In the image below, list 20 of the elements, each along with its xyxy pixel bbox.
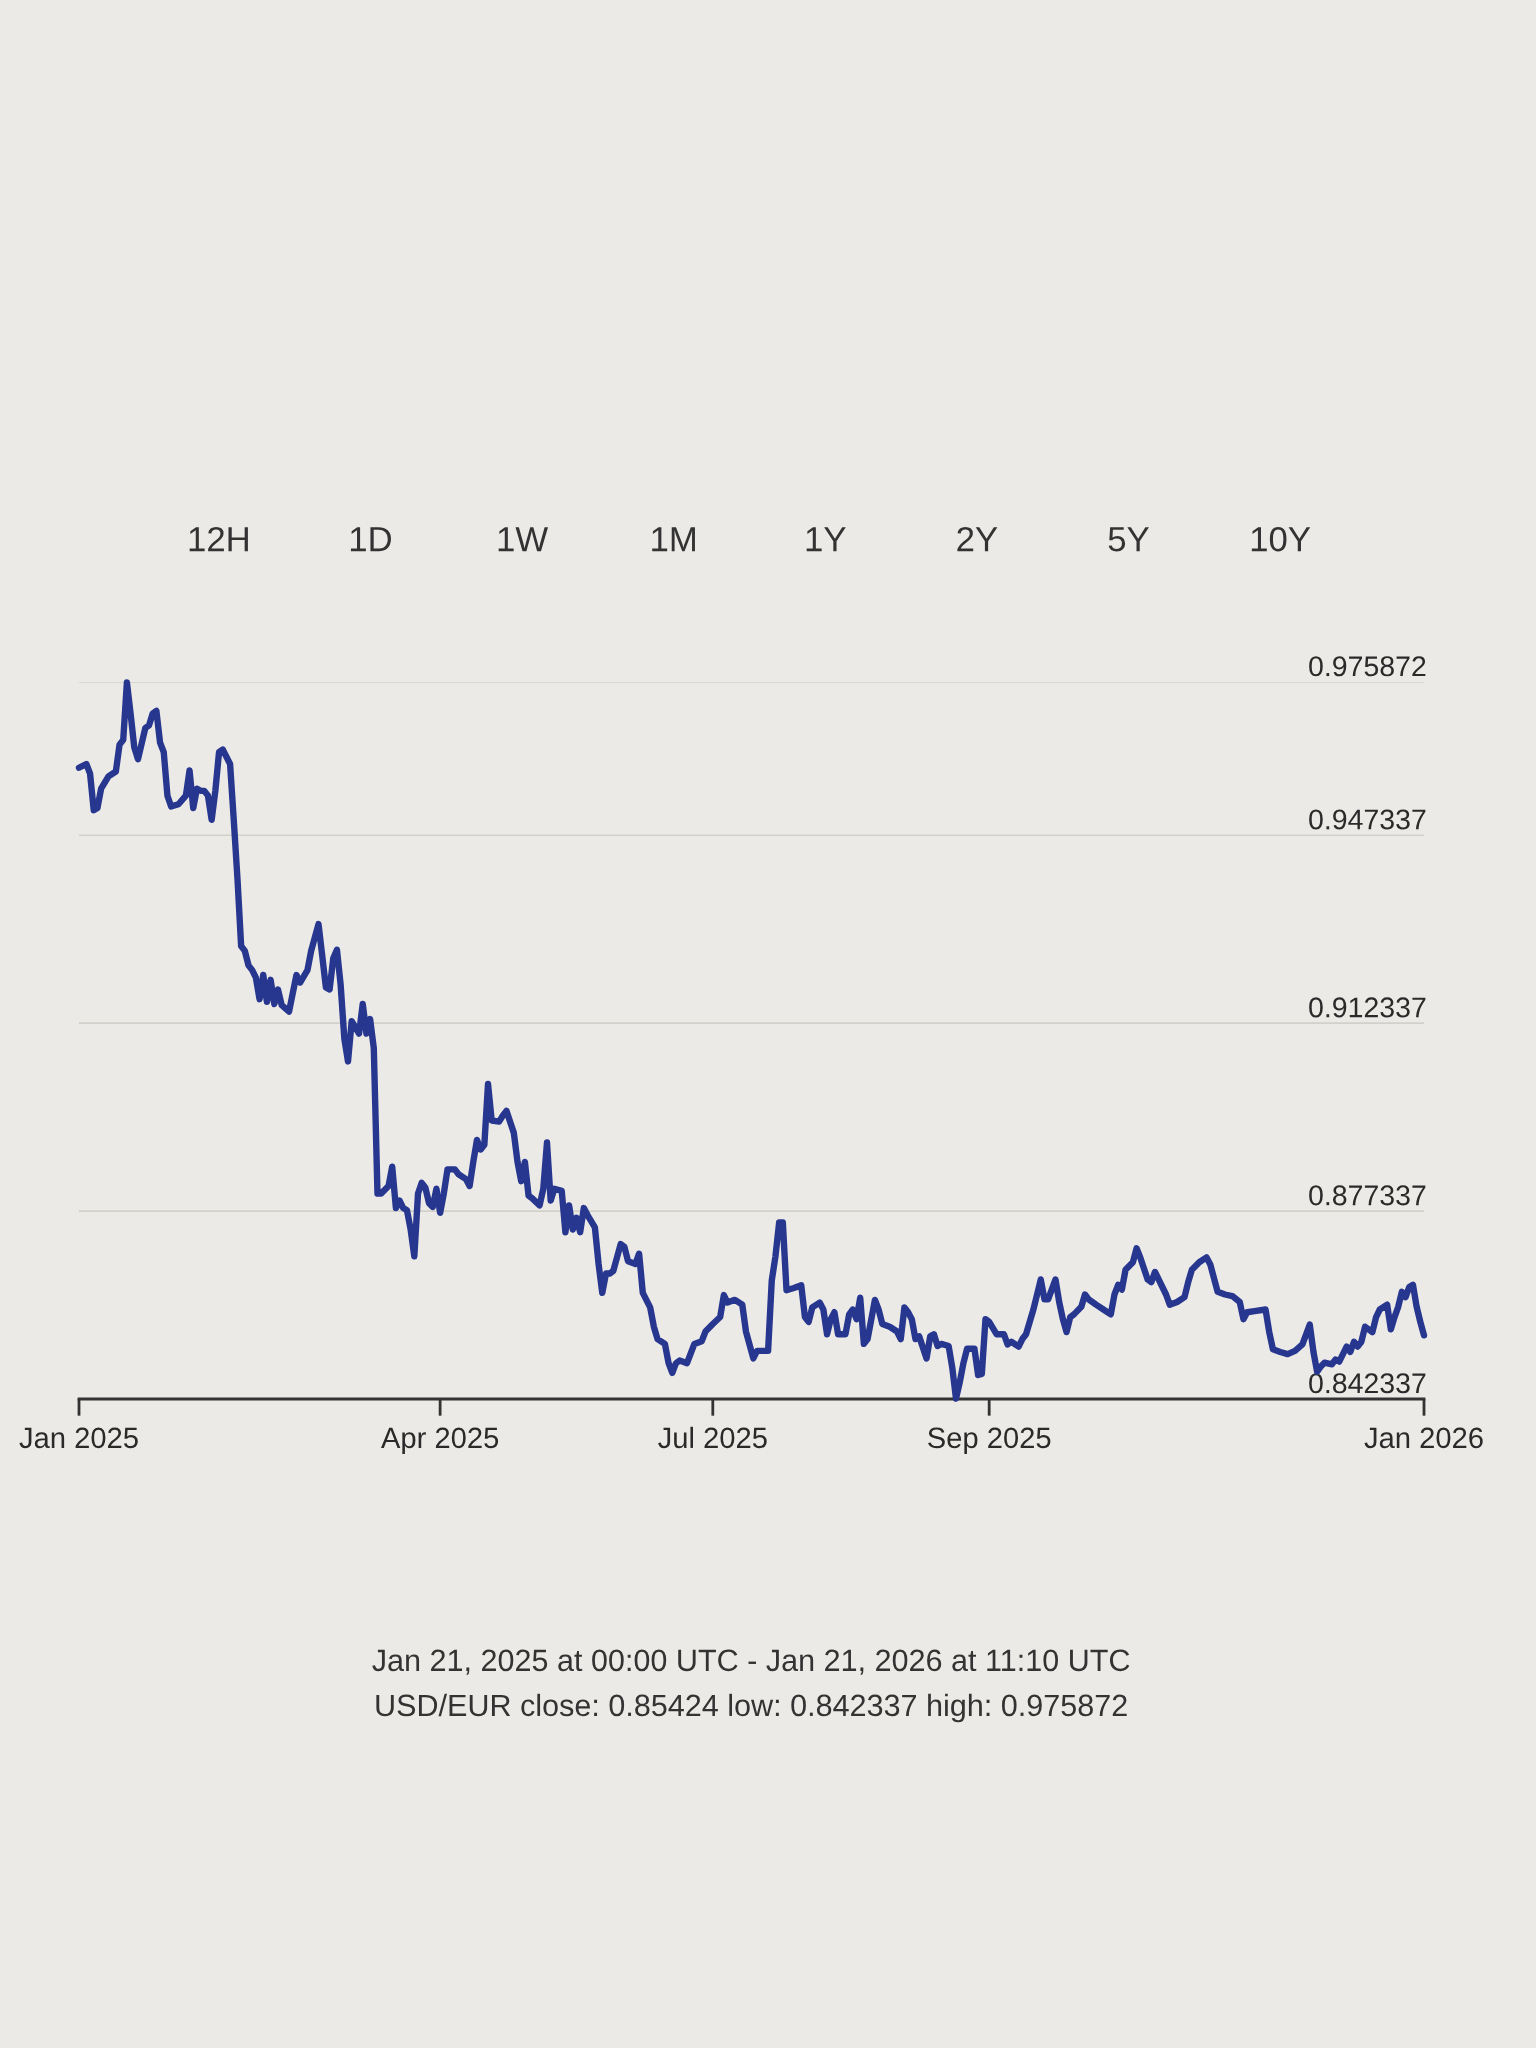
y-tick-label: 0.975872: [1309, 656, 1426, 677]
text: 1W: [498, 527, 549, 552]
text: 12H: [189, 526, 248, 552]
y-tick-label: 0.842337: [1309, 1373, 1426, 1394]
y-tick-label: 0.877337: [1309, 1185, 1426, 1206]
x-tick-label: Jul 2025: [658, 1426, 767, 1449]
text: 1D: [350, 527, 392, 552]
x-tick-label: Jan 2026: [1364, 1427, 1483, 1449]
text: USD/EUR close: 0.85424 low: 0.842337 high: 0.975872: [376, 1693, 1127, 1723]
text: 5Y: [1108, 527, 1149, 552]
x-tick-label: Apr 2025: [381, 1427, 499, 1454]
y-tick-label: 0.912337: [1309, 997, 1426, 1018]
text: Jan 21, 2025 at 00:00 UTC - Jan 21, 2026 at 11:10 UTC: [372, 1649, 1130, 1675]
x-tick-label: Sep 2025: [928, 1427, 1051, 1454]
text: 10Y: [1251, 526, 1311, 552]
y-tick-label: 0.947337: [1309, 809, 1426, 830]
text: 1Y: [806, 527, 846, 552]
text: 1M: [652, 527, 695, 552]
text: 2Y: [957, 526, 998, 552]
x-tick-label: Jan 2025: [19, 1427, 138, 1449]
